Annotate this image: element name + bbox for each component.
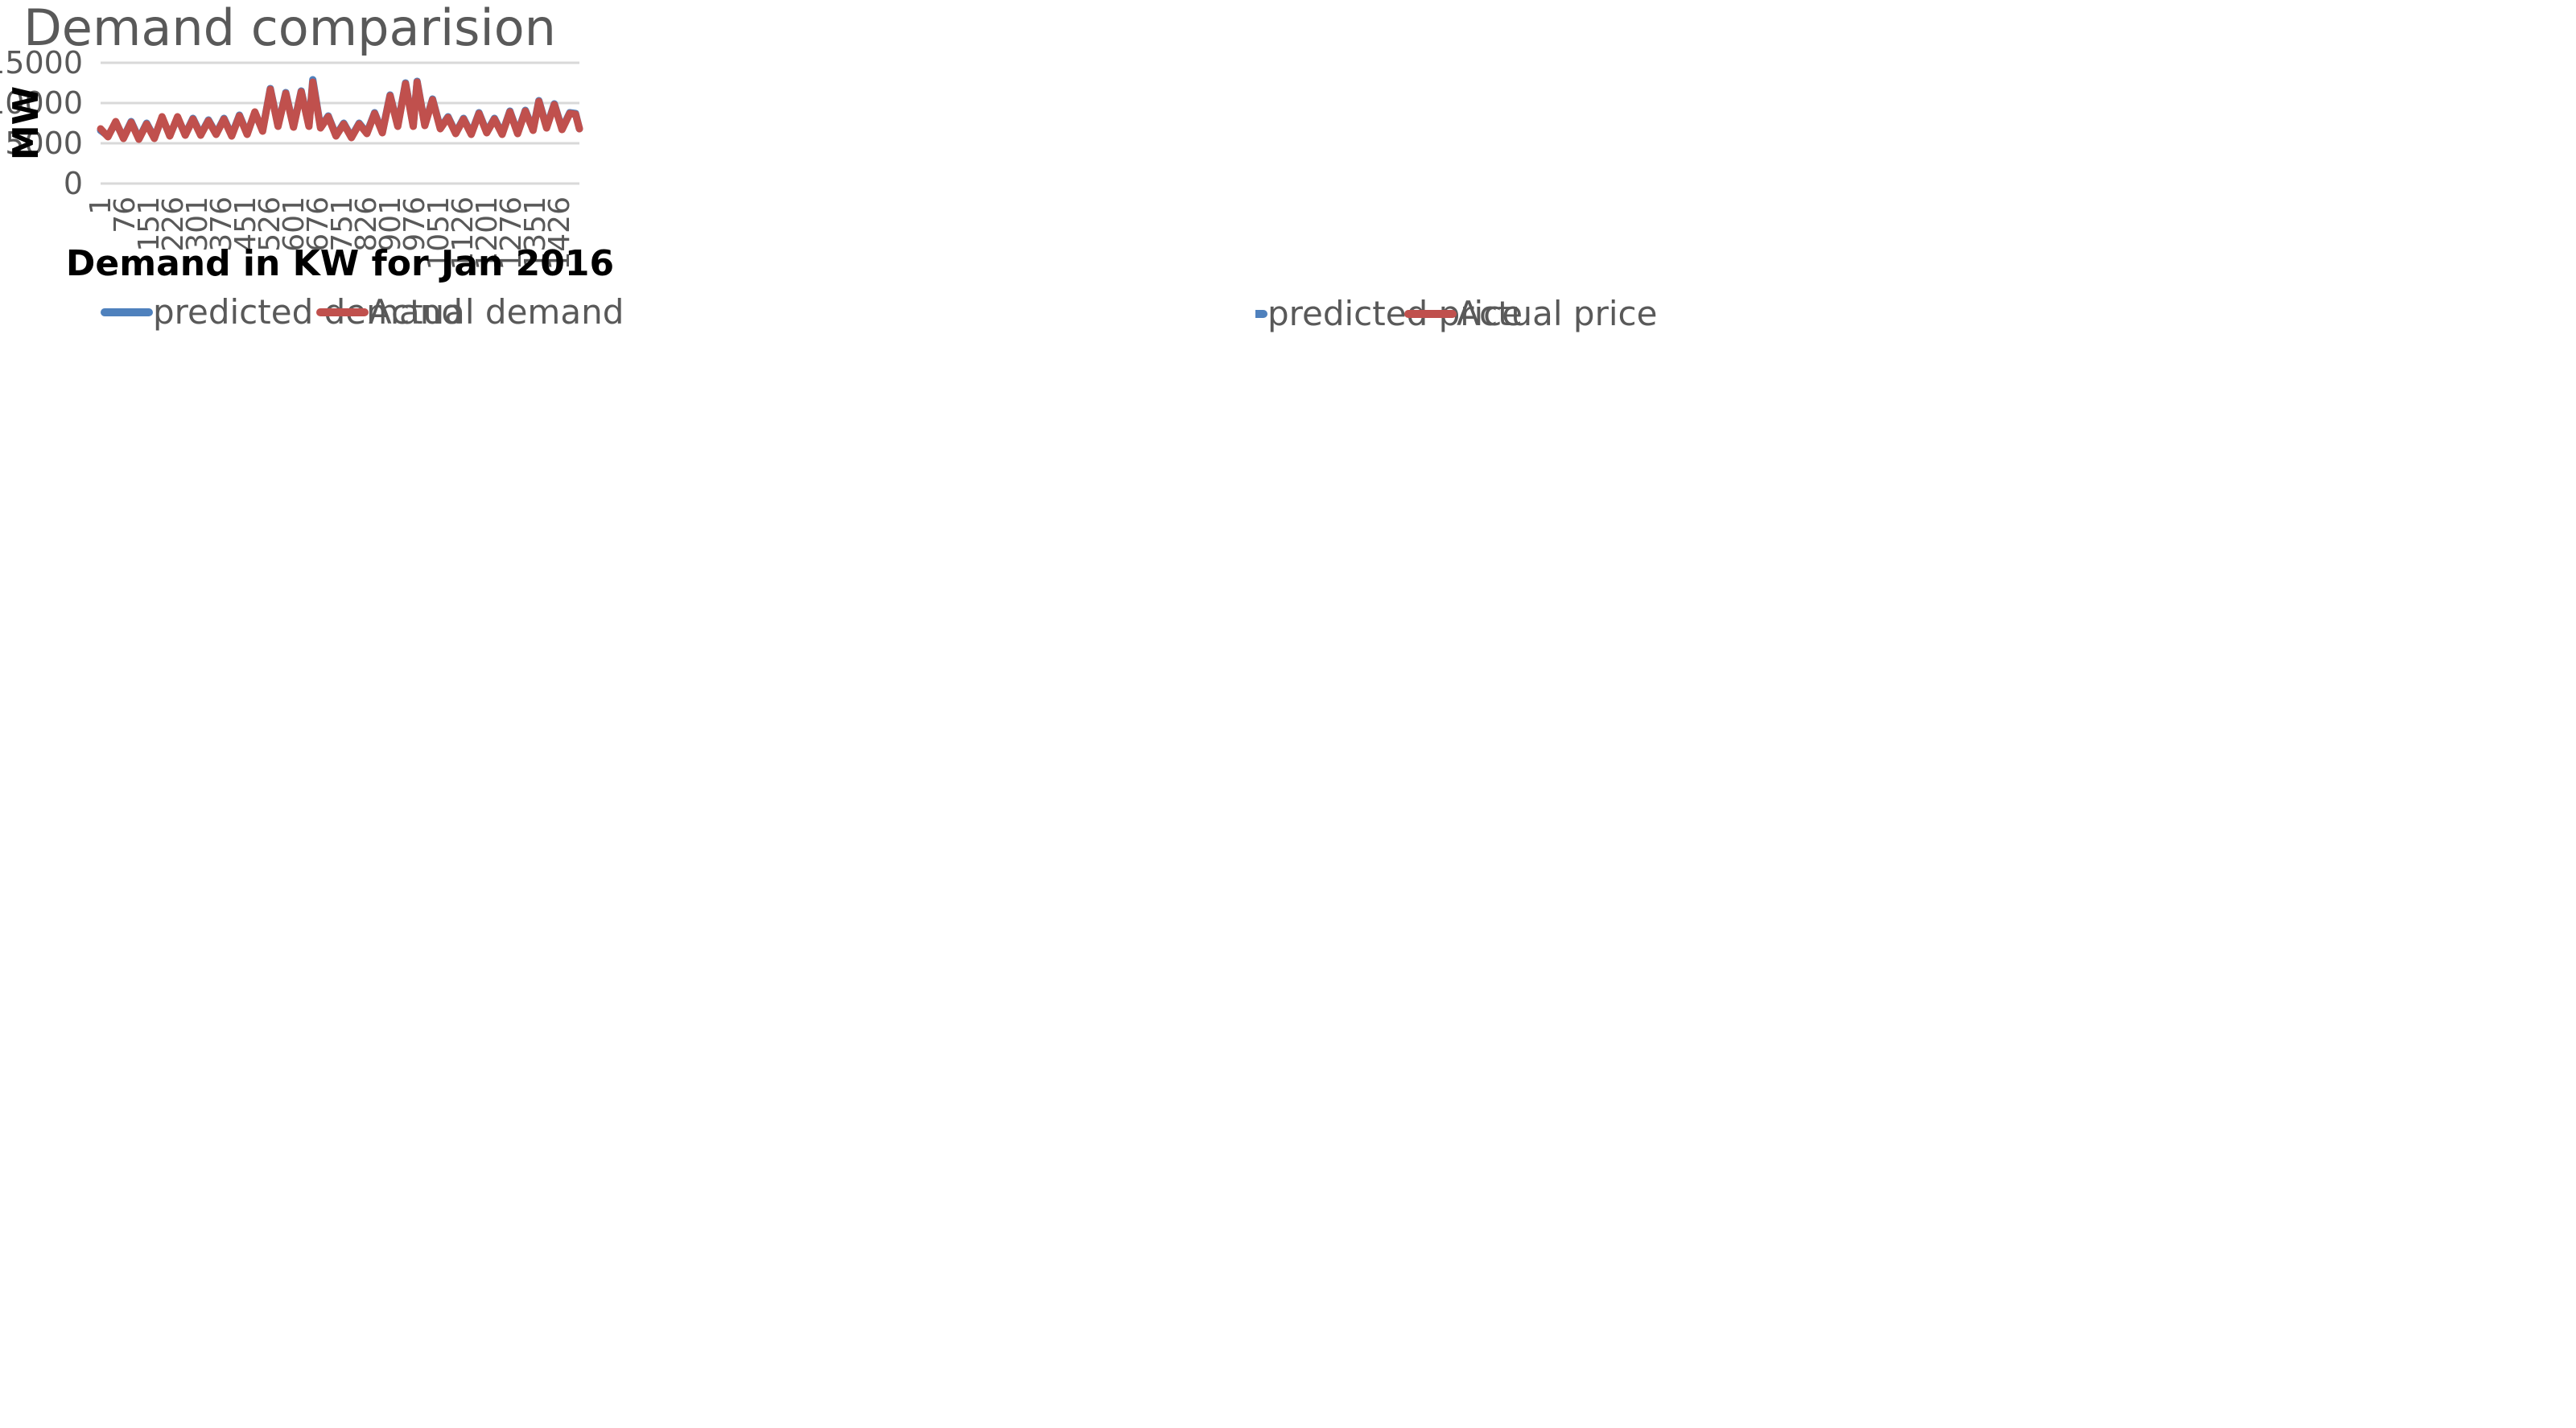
demand-day-svg: Demand comparision0200040006000800010000…	[0, 708, 1255, 1428]
x-tick-label: 826	[350, 196, 383, 252]
x-tick-label: 76	[109, 196, 142, 233]
x-tick-label: 1276	[495, 196, 528, 270]
x-tick-label: 376	[205, 196, 238, 252]
x-tick-label: 1	[84, 196, 117, 215]
y-tick-label: 0	[64, 166, 83, 201]
x-tick-label: 301	[181, 196, 214, 252]
legend-label: Actual price	[1457, 294, 1657, 333]
x-tick-label: 751	[326, 196, 359, 252]
legend-label: Actual demand	[369, 292, 624, 332]
x-tick-label: 901	[374, 196, 407, 252]
x-axis-label: Demand in KW for Jan 2016	[66, 243, 614, 284]
price-month-svg: prices0200400600800163125187249311373435…	[1255, 294, 1657, 333]
x-tick-label: 1426	[543, 196, 576, 270]
series-line-actual	[97, 78, 583, 143]
x-tick-label: 226	[157, 196, 190, 252]
x-tick-label: 526	[253, 196, 286, 252]
price-day-svg: prices0102030405013579111315171921232527…	[1255, 708, 2576, 1428]
x-tick-label: 451	[229, 196, 262, 252]
legend-label: predicted demand	[153, 292, 463, 332]
y-tick-label: 5000	[5, 126, 83, 161]
chart-title: Demand comparision	[23, 0, 556, 57]
x-tick-label: 601	[278, 196, 311, 252]
x-tick-label: 1126	[447, 196, 480, 270]
y-tick-label: 15000	[0, 45, 83, 80]
x-tick-label: 151	[133, 196, 166, 252]
x-tick-label: 676	[302, 196, 335, 252]
legend-label: predicted price	[1267, 294, 1523, 333]
demand-day-chart: Demand comparision0200040006000800010000…	[0, 708, 1255, 1428]
price-month-chart: prices0200400600800163125187249311373435…	[1255, 0, 2576, 708]
x-tick-label: 1201	[471, 196, 504, 270]
x-tick-label: 976	[398, 196, 431, 252]
price-day-chart: prices0102030405013579111315171921232527…	[1255, 708, 2576, 1428]
y-axis-label: MW	[6, 86, 47, 160]
demand-month-svg: Demand comparision 0 5000 10000 15000 1761512…	[0, 0, 624, 332]
x-tick-label: 1351	[519, 196, 552, 270]
demand-month-chart: Demand comparision 0 5000 10000 15000 1761512…	[0, 0, 1255, 708]
y-tick-label: 10000	[0, 85, 83, 121]
x-tick-label: 1051	[422, 196, 455, 270]
